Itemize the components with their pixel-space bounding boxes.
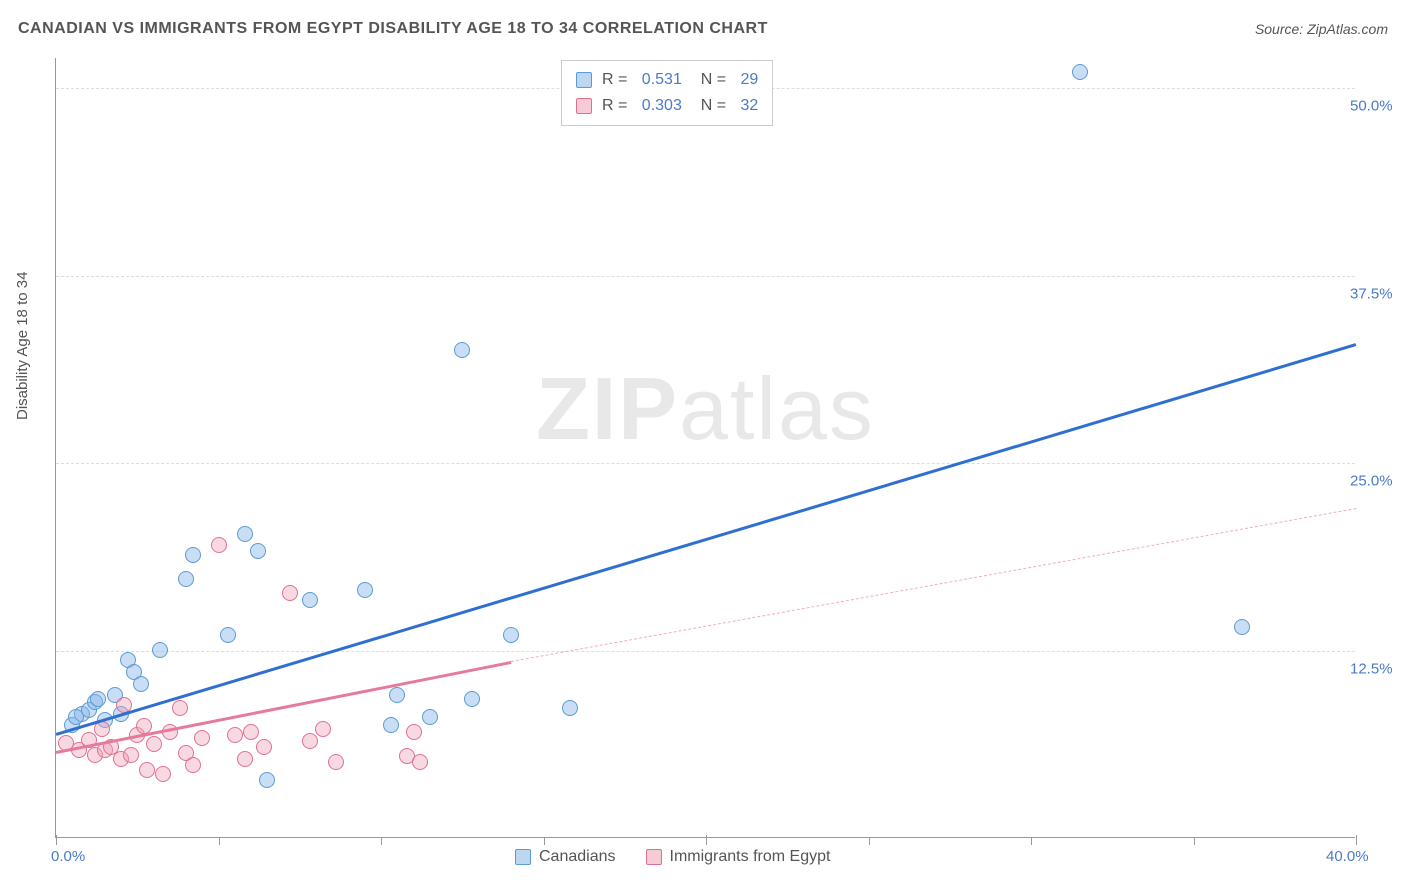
legend-item: Immigrants from Egypt [646, 848, 831, 866]
x-tick [1356, 835, 1357, 845]
bottom-legend: Canadians Immigrants from Egypt [515, 848, 830, 866]
x-tick-label: 0.0% [51, 848, 85, 865]
legend-swatch [646, 849, 662, 865]
x-tick-minor [544, 837, 545, 845]
y-tick-label: 37.5% [1350, 285, 1405, 302]
trend-line [511, 508, 1356, 662]
scatter-point [220, 627, 236, 643]
scatter-point [357, 582, 373, 598]
scatter-point [123, 747, 139, 763]
scatter-point [412, 754, 428, 770]
scatter-point [133, 676, 149, 692]
legend-swatch [576, 98, 592, 114]
scatter-point [155, 766, 171, 782]
legend-label: Canadians [539, 848, 616, 866]
scatter-point [454, 342, 470, 358]
x-tick [56, 835, 57, 845]
scatter-point [146, 736, 162, 752]
header: CANADIAN VS IMMIGRANTS FROM EGYPT DISABI… [18, 20, 1388, 38]
x-tick-minor [381, 837, 382, 845]
scatter-point [90, 691, 106, 707]
scatter-point [152, 642, 168, 658]
gridline [56, 276, 1355, 277]
scatter-point [302, 733, 318, 749]
x-tick-minor [219, 837, 220, 845]
scatter-point [227, 727, 243, 743]
stats-row: R = 0.303 N = 32 [576, 93, 758, 119]
chart-title: CANADIAN VS IMMIGRANTS FROM EGYPT DISABI… [18, 20, 768, 38]
x-tick [706, 835, 707, 845]
scatter-point [302, 592, 318, 608]
legend-swatch [576, 72, 592, 88]
scatter-point [194, 730, 210, 746]
stats-row: R = 0.531 N = 29 [576, 67, 758, 93]
stats-legend: R = 0.531 N = 29R = 0.303 N = 32 [561, 60, 773, 126]
stat-n-value: 29 [741, 67, 759, 93]
plot-region: ZIPatlas 12.5%25.0%37.5%50.0%0.0%40.0%R … [55, 58, 1355, 838]
scatter-point [1234, 619, 1250, 635]
scatter-point [256, 739, 272, 755]
scatter-point [178, 571, 194, 587]
watermark: ZIPatlas [536, 358, 875, 460]
scatter-point [237, 751, 253, 767]
y-tick-label: 25.0% [1350, 473, 1405, 490]
y-tick-label: 50.0% [1350, 98, 1405, 115]
stat-n-value: 32 [741, 93, 759, 119]
chart-area: ZIPatlas 12.5%25.0%37.5%50.0%0.0%40.0%R … [55, 58, 1355, 838]
stat-r-value: 0.303 [642, 93, 682, 119]
scatter-point [503, 627, 519, 643]
legend-swatch [515, 849, 531, 865]
y-tick-label: 12.5% [1350, 660, 1405, 677]
gridline [56, 651, 1355, 652]
scatter-point [406, 724, 422, 740]
scatter-point [328, 754, 344, 770]
scatter-point [211, 537, 227, 553]
legend-label: Immigrants from Egypt [670, 848, 831, 866]
gridline [56, 463, 1355, 464]
scatter-point [259, 772, 275, 788]
stat-r-value: 0.531 [642, 67, 682, 93]
scatter-point [562, 700, 578, 716]
scatter-point [185, 757, 201, 773]
scatter-point [172, 700, 188, 716]
trend-line [56, 343, 1357, 735]
scatter-point [383, 717, 399, 733]
stat-n-label: N = [692, 67, 731, 93]
scatter-point [315, 721, 331, 737]
x-tick-label: 40.0% [1326, 848, 1369, 865]
scatter-point [185, 547, 201, 563]
stat-r-label: R = [602, 93, 632, 119]
x-tick-minor [1031, 837, 1032, 845]
scatter-point [389, 687, 405, 703]
x-tick-minor [1194, 837, 1195, 845]
stat-r-label: R = [602, 67, 632, 93]
source-label: Source: ZipAtlas.com [1255, 21, 1388, 37]
legend-item: Canadians [515, 848, 616, 866]
scatter-point [243, 724, 259, 740]
scatter-point [422, 709, 438, 725]
scatter-point [250, 543, 266, 559]
scatter-point [282, 585, 298, 601]
stat-n-label: N = [692, 93, 731, 119]
y-axis-label: Disability Age 18 to 34 [14, 272, 31, 420]
scatter-point [464, 691, 480, 707]
x-tick-minor [869, 837, 870, 845]
scatter-point [237, 526, 253, 542]
scatter-point [139, 762, 155, 778]
scatter-point [1072, 64, 1088, 80]
